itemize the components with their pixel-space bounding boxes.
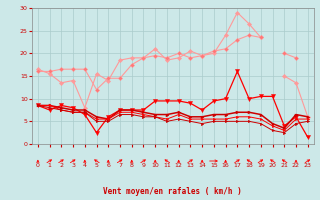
Text: Vent moyen/en rafales ( km/h ): Vent moyen/en rafales ( km/h ) bbox=[103, 187, 242, 196]
